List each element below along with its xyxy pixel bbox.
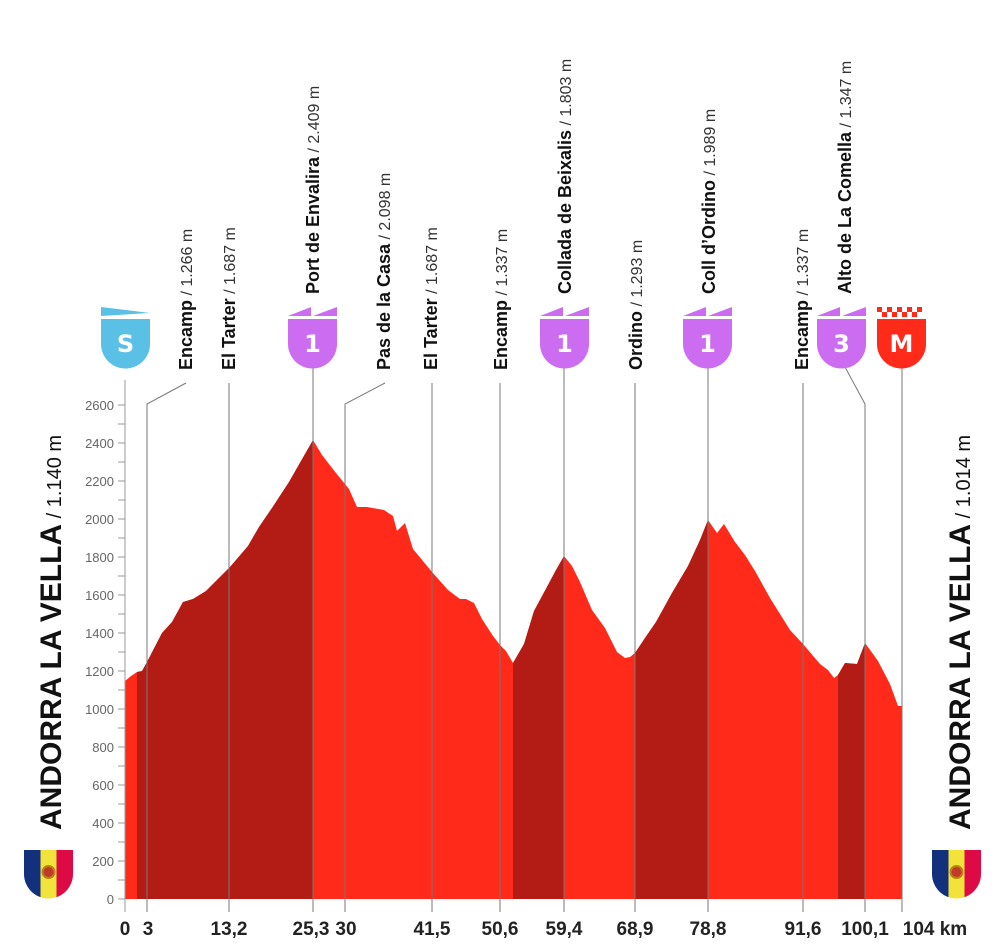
y-tick-600: 600 (92, 778, 114, 793)
mountain-peak-icon (817, 307, 840, 316)
elevation-profile (125, 440, 902, 899)
point-labels: Encamp / 1.266 m El Tarter / 1.687 m Por… (176, 59, 855, 370)
climb-badge-coll-dordino: 1 (683, 307, 732, 369)
y-tick-400: 400 (92, 816, 114, 831)
start-badge: S (101, 307, 150, 369)
label-ordino: Ordino / 1.293 m (626, 240, 646, 370)
profile-area-dark-climb-1 (137, 440, 313, 899)
x-tick-68-9: 68,9 (617, 919, 654, 940)
profile-area-dark-climb-3 (635, 520, 708, 899)
x-tick-labels: 0 3 13,2 25,3 30 41,5 50,6 59,4 68,9 78,… (120, 919, 968, 940)
start-badge-label: S (117, 330, 134, 358)
label-pas-de-la-casa: Pas de la Casa / 2.098 m (374, 173, 394, 370)
y-tick-1800: 1800 (85, 550, 114, 565)
y-tick-1200: 1200 (85, 664, 114, 679)
y-tick-1000: 1000 (85, 702, 114, 717)
y-tick-0: 0 (107, 892, 114, 907)
climb-badge-collada-de-beixalis: 1 (540, 307, 589, 369)
y-tick-1400: 1400 (85, 626, 114, 641)
y-tick-2600: 2600 (85, 398, 114, 413)
x-tick-104-km: 104 km (903, 919, 967, 940)
climb-badge-port-de-envalira: 1 (288, 307, 337, 369)
label-alto-de-la-comella: Alto de La Comella / 1.347 m (835, 61, 855, 294)
climb-category-label: 3 (833, 330, 850, 358)
climb-badge-alto-de-la-comella: 3 (817, 307, 866, 369)
y-tick-1600: 1600 (85, 588, 114, 603)
start-city-label: ANDORRA LA VELLA / 1.140 m (35, 435, 68, 830)
mountain-peak-icon (540, 307, 563, 316)
label-collada-de-beixalis: Collada de Beixalis / 1.803 m (555, 59, 575, 294)
x-tick-78-8: 78,8 (690, 919, 727, 940)
label-encamp-3: Encamp / 1.337 m (792, 229, 812, 370)
x-tick-30: 30 (335, 919, 356, 940)
label-encamp-1: Encamp / 1.266 m (176, 229, 196, 370)
climb-category-label: 1 (699, 330, 716, 358)
andorra-flag-icon-finish (932, 850, 981, 899)
mountain-peak-icon (288, 307, 311, 316)
finish-badge: M (877, 307, 926, 369)
andorra-flag-icon-start (24, 850, 73, 899)
label-port-de-envalira: Port de Envalira / 2.409 m (303, 86, 323, 294)
profile-area-dark-climb-2 (513, 556, 564, 899)
finish-city-label: ANDORRA LA VELLA / 1.014 m (944, 435, 977, 830)
x-tick-50-6: 50,6 (482, 919, 519, 940)
y-tick-2000: 2000 (85, 512, 114, 527)
x-tick-0: 0 (120, 919, 131, 940)
finish-badge-label: M (890, 330, 914, 358)
label-coll-dordino: Coll d’Ordino / 1.989 m (699, 109, 719, 294)
y-tick-2200: 2200 (85, 474, 114, 489)
x-tick-13-2: 13,2 (211, 919, 248, 940)
x-tick-59-4: 59,4 (546, 919, 583, 940)
climb-category-label: 1 (304, 330, 321, 358)
start-flag-icon (101, 307, 150, 316)
profile-area-dark-climb-4 (838, 643, 865, 899)
x-tick-41-5: 41,5 (414, 919, 451, 940)
x-tick-3: 3 (143, 919, 154, 940)
mountain-peak-icon (683, 307, 706, 316)
y-tick-2400: 2400 (85, 436, 114, 451)
y-tick-800: 800 (92, 740, 114, 755)
x-tick-100-1: 100,1 (841, 919, 889, 940)
y-tick-200: 200 (92, 854, 114, 869)
label-encamp-2: Encamp / 1.337 m (491, 229, 511, 370)
point-guide-lines (146, 365, 903, 912)
label-el-tarter-1: El Tarter / 1.687 m (219, 227, 239, 370)
label-el-tarter-2: El Tarter / 1.687 m (421, 227, 441, 370)
checkered-flag-icon (877, 307, 922, 317)
y-axis (118, 380, 126, 912)
x-tick-25-3: 25,3 (293, 919, 330, 940)
y-tick-labels: 0 200 400 600 800 1000 1200 1400 1600 18… (85, 398, 114, 907)
climb-category-label: 1 (556, 330, 573, 358)
x-tick-91-6: 91,6 (785, 919, 822, 940)
